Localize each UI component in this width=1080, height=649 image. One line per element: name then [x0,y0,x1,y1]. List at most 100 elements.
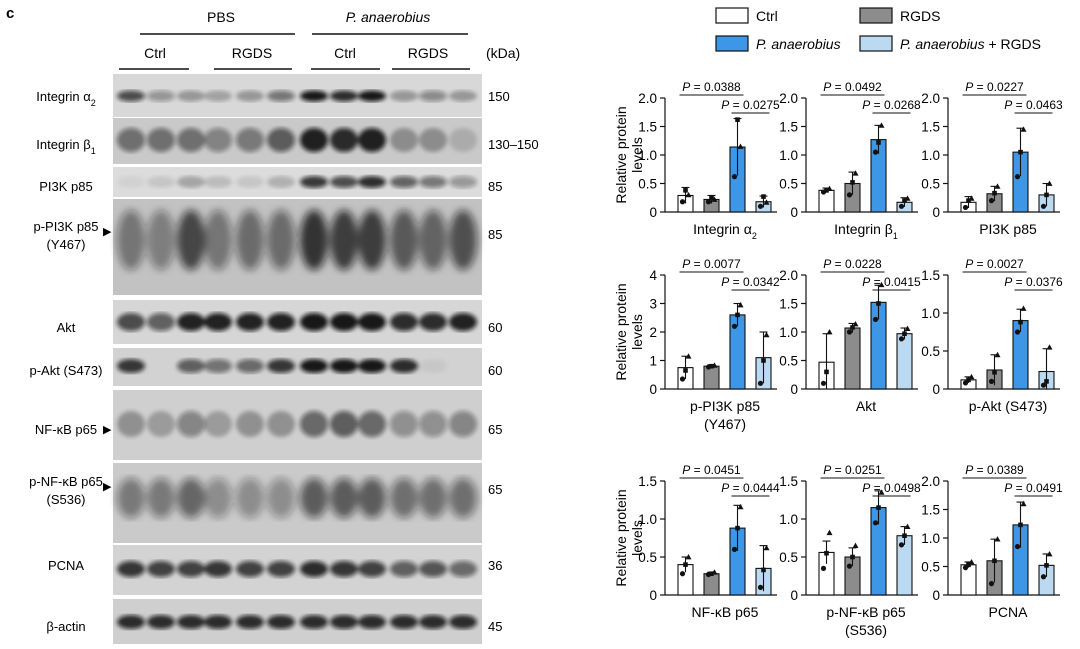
blot-band [147,411,175,437]
bar-chart: 0 0.5 1.0 1.5 2.0 P = 0.0227 P = 0.0463 PI3K p8… [921,80,1063,237]
legend-swatch [859,7,893,24]
y-tick-label: 2 [649,325,657,340]
blot-band [358,176,386,188]
blot-band [358,561,386,577]
blot-band [300,210,328,270]
blot-band [449,313,477,331]
data-point [872,520,879,526]
blot-band [177,90,205,102]
blot-band [330,313,358,331]
blot-band [204,90,232,102]
data-point [966,198,971,203]
blot-band [300,478,328,518]
data-point [852,542,859,548]
y-axis-title-line: levels [629,314,645,350]
blot-band [267,90,295,102]
y-tick-label: 1.0 [921,148,940,163]
blot-band [390,90,418,102]
bar-chart: 0 0.5 1.0 1.5 2.0 P = 0.0228 P = 0.0415 Akt [779,257,921,414]
blot-band [449,90,477,102]
blot-band [147,561,175,577]
legend-swatch [715,7,749,24]
data-point [1044,379,1049,384]
bar-charts: 0 0.5 1.0 1.5 2.0 P = 0.0388 P = 0.0275 Integri… [613,80,1063,638]
blot-band [390,478,418,518]
legend-swatch [715,35,749,52]
data-point [994,183,1001,189]
data-point [709,363,714,369]
data-point [846,329,853,335]
blot-row: β-actin 45 [46,599,502,644]
blot-band [419,210,447,270]
data-point [683,188,688,193]
blot-band [419,176,447,188]
blot-band [177,411,205,437]
data-point [709,195,714,201]
arrow-marker-icon: ▶ [103,424,112,436]
y-tick-label: 1.5 [779,474,798,489]
data-point [850,180,855,185]
data-point [763,199,770,205]
data-point [852,321,859,327]
y-tick-label: 1.5 [638,120,657,135]
y-tick-label: 1.5 [779,120,798,135]
bar [844,327,861,390]
data-point [878,122,885,128]
blot-band [204,128,232,152]
y-axis-title-line: Relative protein [613,106,629,203]
data-point [737,143,744,149]
x-axis-label: Integrin α2 [693,221,757,241]
blot-band [390,128,418,152]
data-point [904,523,911,529]
data-point [878,281,885,288]
y-tick-label: 0.5 [921,177,940,192]
subgroup-label-rgds-anaerobius: RGDS [408,45,448,61]
bar [818,189,835,213]
blot-band [177,561,205,577]
blot-band [236,561,264,577]
data-point [1018,149,1023,155]
bar-chart: 0 0.5 1.0 1.5 2.0 P = 0.0389 P = 0.0491 PCNA [921,463,1063,620]
blot-band [204,478,232,518]
blot-band [147,90,175,102]
blot-band [117,176,145,188]
blot-band [236,615,264,629]
data-point [685,554,692,560]
data-point [826,329,833,335]
blot-band [419,90,447,102]
y-tick-label: 2.0 [779,268,798,283]
y-tick-label: 0.5 [638,177,657,192]
y-axis-title: Relative protein levels [613,283,645,380]
y-tick-label: 0 [932,588,940,603]
blot-band [177,176,205,188]
blot-band [419,478,447,518]
data-point [683,562,688,567]
y-tick-label: 1.5 [921,268,940,283]
data-point [902,533,907,539]
data-point [737,503,744,510]
data-point [902,331,907,337]
blot-band [419,411,447,437]
blot-band [236,478,264,518]
blot-band [330,90,358,102]
blot-band [204,313,232,331]
blot-band [236,128,264,152]
blot-row-label: β-actin [46,619,85,634]
y-tick-label: 2.0 [921,91,940,106]
blot-band [147,176,175,188]
blot-band [330,359,358,373]
p-value-label: P = 0.0415 [862,275,921,289]
data-point [763,544,770,551]
data-point [846,192,853,198]
data-point [679,571,686,577]
y-tick-label: 1.5 [921,120,940,135]
y-tick-label: 0 [649,588,657,603]
y-tick-label: 0 [790,205,798,220]
blot-band [300,90,328,102]
y-tick-label: 0 [790,382,798,397]
blot-row: p-PI3K p85 (Y467) ▶ 85 [33,199,502,295]
legend-label: P. anaerobius [756,36,841,52]
blot-band [117,478,145,518]
blot-band [147,615,175,629]
data-point [735,312,740,318]
